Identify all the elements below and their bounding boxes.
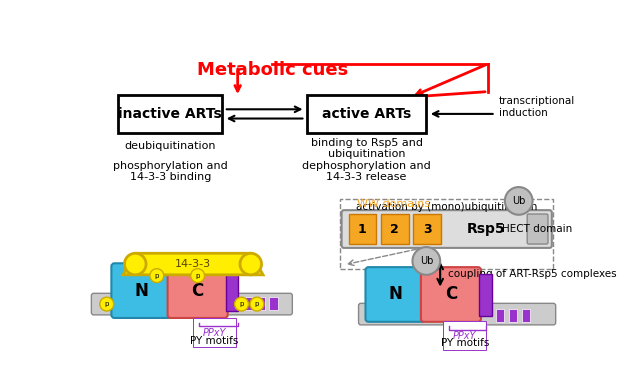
Text: p: p xyxy=(105,301,109,307)
Text: p: p xyxy=(239,301,244,307)
Text: C: C xyxy=(445,285,457,303)
Ellipse shape xyxy=(125,253,146,275)
Text: activation by (mono)ubiquitination: activation by (mono)ubiquitination xyxy=(356,203,537,212)
Text: active ARTs: active ARTs xyxy=(322,107,411,121)
Text: N: N xyxy=(135,282,148,300)
FancyBboxPatch shape xyxy=(349,214,376,244)
Circle shape xyxy=(191,269,205,283)
Text: p: p xyxy=(195,273,200,279)
FancyBboxPatch shape xyxy=(359,303,556,325)
Bar xyxy=(226,270,239,311)
Text: PY motifs: PY motifs xyxy=(441,338,489,348)
FancyBboxPatch shape xyxy=(381,214,409,244)
Text: Ub: Ub xyxy=(512,196,525,206)
Ellipse shape xyxy=(240,253,262,275)
Text: HECT domain: HECT domain xyxy=(503,224,573,234)
Text: binding to Rsp5 and
ubiquitination: binding to Rsp5 and ubiquitination xyxy=(310,138,423,160)
Bar xyxy=(522,309,530,322)
Text: 3: 3 xyxy=(423,222,431,235)
Circle shape xyxy=(505,187,533,215)
Text: Rsp5: Rsp5 xyxy=(467,222,506,236)
Bar xyxy=(480,274,492,316)
Bar xyxy=(256,297,265,310)
Text: transcriptional
induction: transcriptional induction xyxy=(499,96,575,118)
Bar xyxy=(118,95,222,133)
Text: C: C xyxy=(192,282,203,300)
Text: PPxY: PPxY xyxy=(203,328,227,337)
Bar xyxy=(243,297,252,310)
Circle shape xyxy=(100,297,114,311)
Circle shape xyxy=(413,247,440,275)
Text: PY motifs: PY motifs xyxy=(190,336,239,346)
Circle shape xyxy=(235,297,249,311)
Text: Ub: Ub xyxy=(419,256,433,266)
Text: Metabolic cues: Metabolic cues xyxy=(197,61,348,79)
Bar xyxy=(509,309,517,322)
Text: p: p xyxy=(155,273,159,279)
Text: PPxY: PPxY xyxy=(453,331,476,341)
Text: deubiquitination: deubiquitination xyxy=(125,141,216,151)
Text: phosphorylation and
14-3-3 binding: phosphorylation and 14-3-3 binding xyxy=(113,161,228,183)
FancyBboxPatch shape xyxy=(168,263,228,318)
Text: 14-3-3: 14-3-3 xyxy=(175,259,211,269)
Polygon shape xyxy=(123,253,263,275)
Text: coupling of ART-Rsp5 complexes: coupling of ART-Rsp5 complexes xyxy=(448,269,617,279)
FancyBboxPatch shape xyxy=(91,293,292,315)
Bar xyxy=(340,199,553,269)
FancyBboxPatch shape xyxy=(413,214,441,244)
FancyBboxPatch shape xyxy=(366,267,426,322)
Text: 1: 1 xyxy=(358,222,367,235)
FancyBboxPatch shape xyxy=(342,210,552,248)
Text: WW domains: WW domains xyxy=(357,199,431,209)
FancyBboxPatch shape xyxy=(111,263,172,318)
Text: p: p xyxy=(255,301,259,307)
Text: inactive ARTs: inactive ARTs xyxy=(118,107,222,121)
FancyBboxPatch shape xyxy=(421,267,481,322)
Bar xyxy=(307,95,426,133)
Bar xyxy=(496,309,504,322)
FancyBboxPatch shape xyxy=(527,214,548,244)
Circle shape xyxy=(150,269,164,283)
Bar xyxy=(269,297,278,310)
Text: dephosphorylation and
14-3-3 release: dephosphorylation and 14-3-3 release xyxy=(302,161,431,183)
Circle shape xyxy=(250,297,264,311)
Text: 2: 2 xyxy=(391,222,399,235)
Text: N: N xyxy=(389,285,403,303)
